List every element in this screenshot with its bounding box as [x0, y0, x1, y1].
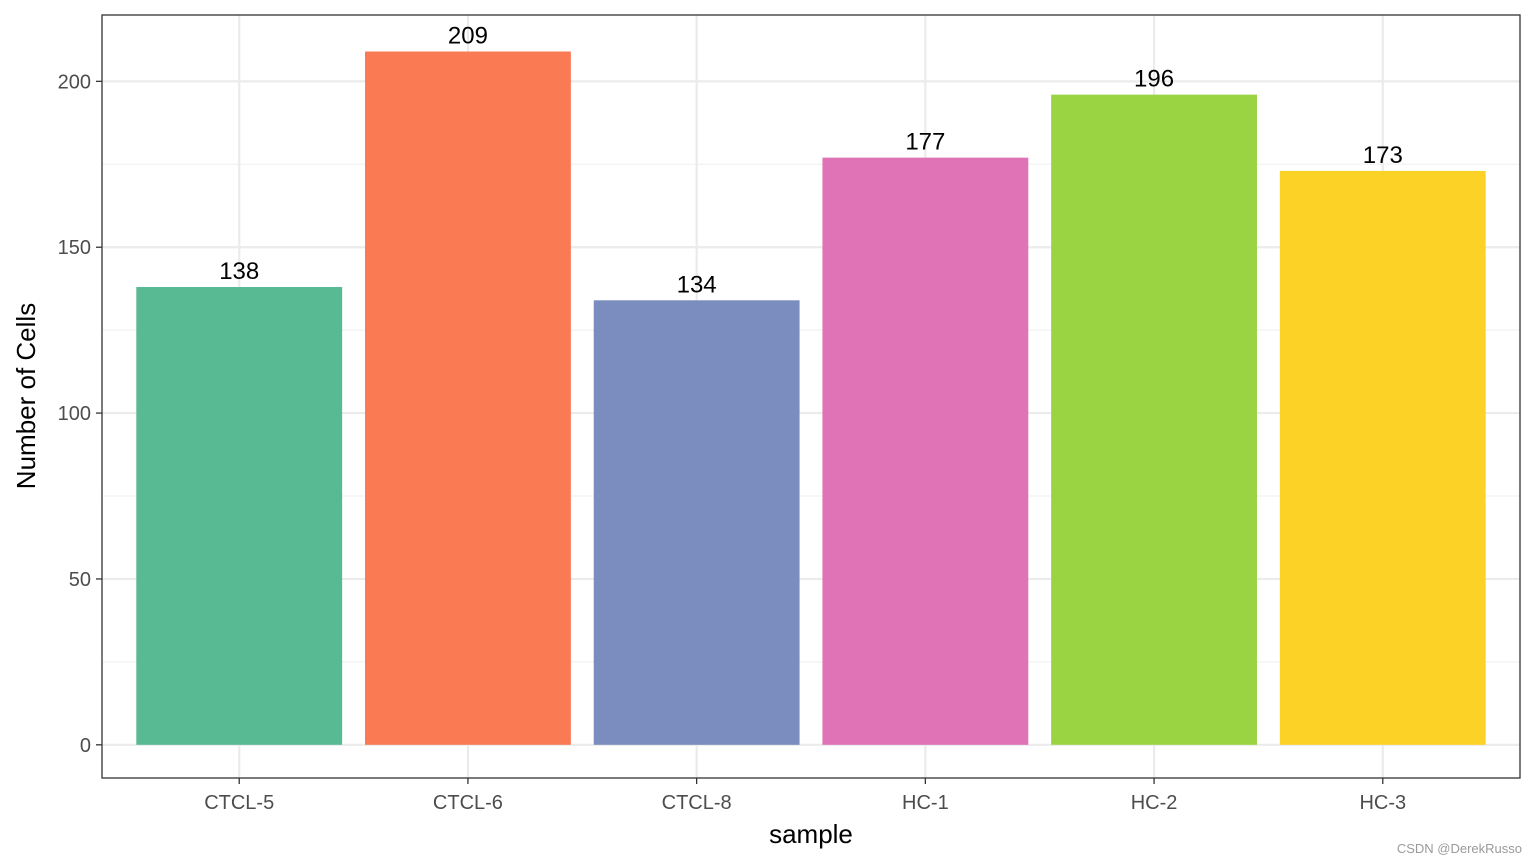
x-tick-label: HC-2 — [1131, 792, 1178, 814]
x-axis-title: sample — [769, 819, 853, 849]
bar-hc-1 — [822, 157, 1029, 745]
data-label-ctcl-5: 138 — [219, 258, 259, 285]
bar-ctcl-5 — [136, 287, 343, 745]
data-label-ctcl-8: 134 — [677, 271, 717, 298]
x-tick-label: CTCL-8 — [662, 792, 732, 814]
data-label-hc-3: 173 — [1363, 142, 1403, 169]
y-tick-label: 0 — [80, 735, 91, 757]
x-tick-label: CTCL-5 — [204, 792, 274, 814]
x-tick-label: CTCL-6 — [433, 792, 503, 814]
y-axis-title: Number of Cells — [11, 303, 41, 489]
data-labels: 138 209 134 177 196 173 — [219, 22, 1403, 298]
watermark: CSDN @DerekRusso — [1396, 841, 1522, 856]
y-axis: 0 50 100 150 200 — [58, 71, 102, 757]
bar-hc-2 — [1051, 94, 1257, 745]
x-tick-label: HC-1 — [902, 792, 949, 814]
panel-border — [101, 14, 1521, 779]
data-label-hc-2: 196 — [1134, 66, 1174, 93]
data-label-hc-1: 177 — [905, 129, 945, 156]
y-tick-label: 150 — [58, 237, 91, 259]
bar-ctcl-6 — [365, 51, 571, 745]
y-tick-label: 50 — [69, 569, 91, 591]
y-tick-label: 100 — [58, 403, 91, 425]
x-tick-label: HC-3 — [1359, 792, 1406, 814]
bar-hc-3 — [1279, 170, 1486, 745]
bar-ctcl-8 — [593, 300, 800, 745]
bars — [136, 51, 1486, 745]
y-tick-label: 200 — [58, 71, 91, 93]
x-axis: CTCL-5 CTCL-6 CTCL-8 HC-1 HC-2 HC-3 — [204, 778, 1406, 814]
data-label-ctcl-6: 209 — [448, 22, 488, 49]
